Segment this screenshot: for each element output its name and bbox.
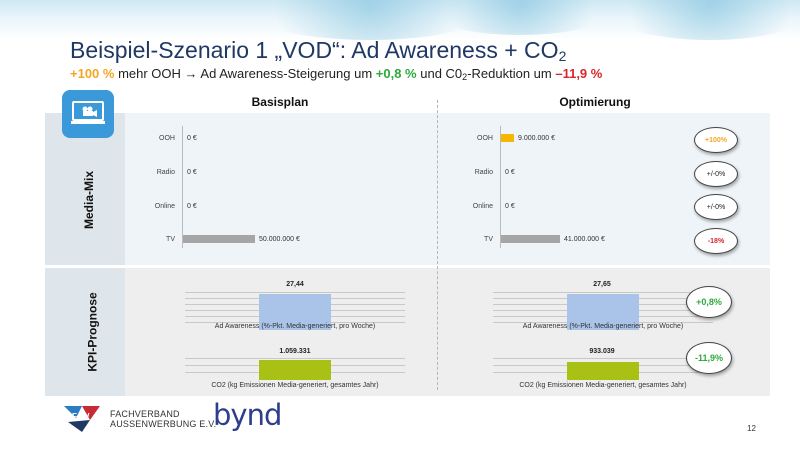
basis-aa-bar bbox=[259, 294, 331, 330]
opt-ooh-bar bbox=[501, 134, 514, 142]
opt-co2-value: 933.039 bbox=[589, 348, 615, 355]
radio-change-badge: +/-0% bbox=[694, 161, 738, 187]
faw-name: FACHVERBAND AUSSENWERBUNG E.V. bbox=[110, 409, 217, 429]
opt-co2-caption: CO2 (kg Emissionen Media-generiert, gesa… bbox=[519, 382, 687, 389]
cloud-decoration bbox=[600, 0, 800, 40]
channel-label: Online bbox=[472, 203, 493, 210]
column-optimierung: Optimierung bbox=[559, 95, 631, 109]
opt-ooh-value: 9.000.000 € bbox=[518, 135, 555, 142]
opt-aa-value: 27,65 bbox=[593, 281, 611, 288]
basis-tv-value: 50.000.000 € bbox=[259, 236, 300, 243]
opt-co2-bar bbox=[567, 362, 639, 380]
column-basisplan: Basisplan bbox=[251, 95, 309, 109]
page-number: 12 bbox=[747, 424, 756, 433]
opt-radio-value: 0 € bbox=[505, 169, 515, 176]
video-screen-icon bbox=[62, 90, 114, 138]
basis-aa-value: 27,44 bbox=[286, 281, 304, 288]
opt-axis bbox=[500, 126, 501, 248]
tv-change-badge: -18% bbox=[694, 228, 738, 254]
faw-logo: FAW bbox=[60, 402, 200, 436]
svg-text:FAW: FAW bbox=[72, 412, 90, 421]
sky-banner bbox=[0, 0, 800, 40]
basis-tv-bar bbox=[183, 235, 255, 243]
opt-tv-bar bbox=[501, 235, 560, 243]
media-mix-side bbox=[45, 113, 125, 265]
basis-aa-chart bbox=[185, 292, 405, 330]
kpi-label: KPI-Prognose bbox=[85, 292, 100, 372]
channel-label: TV bbox=[484, 236, 493, 243]
opt-tv-value: 41.000.000 € bbox=[564, 236, 605, 243]
basis-online-value: 0 € bbox=[187, 203, 197, 210]
kpi-band bbox=[45, 268, 770, 396]
channel-label: Radio bbox=[156, 169, 175, 176]
opt-co2-chart bbox=[493, 358, 713, 380]
opt-online-value: 0 € bbox=[505, 203, 515, 210]
opt-aa-chart bbox=[493, 292, 713, 330]
basis-axis bbox=[182, 126, 183, 248]
channel-label: OOH bbox=[159, 135, 175, 142]
column-divider bbox=[437, 100, 438, 390]
basis-co2-value: 1.059.331 bbox=[279, 348, 311, 355]
channel-label: OOH bbox=[477, 135, 493, 142]
opt-aa-bar bbox=[567, 294, 639, 330]
basis-co2-bar bbox=[259, 360, 331, 380]
kpi-side bbox=[45, 268, 125, 396]
faw-mark-icon: FAW bbox=[64, 406, 100, 432]
basis-co2-caption: CO2 (kg Emissionen Media-generiert, gesa… bbox=[211, 382, 379, 389]
channel-label: Radio bbox=[474, 169, 493, 176]
ooh-change-badge: +100% bbox=[694, 127, 738, 153]
media-mix-band bbox=[45, 113, 770, 265]
basis-aa-caption: Ad Awareness (%-Pkt. Media-generiert, pr… bbox=[214, 323, 376, 330]
slide-title: Beispiel-Szenario 1 „VOD“: Ad Awareness … bbox=[70, 37, 567, 64]
channel-label: TV bbox=[166, 236, 175, 243]
bynd-logo: bynd bbox=[213, 398, 282, 432]
channel-label: Online bbox=[154, 203, 175, 210]
basis-co2-chart bbox=[185, 358, 405, 380]
opt-aa-caption: Ad Awareness (%-Pkt. Media-generiert, pr… bbox=[522, 323, 684, 330]
slide-subtitle: +100 % mehr OOH → Ad Awareness-Steigerun… bbox=[70, 66, 603, 82]
aa-change-badge: +0,8% bbox=[686, 286, 732, 318]
co2-change-badge: -11,9% bbox=[686, 342, 732, 374]
basis-ooh-value: 0 € bbox=[187, 135, 197, 142]
online-change-badge: +/-0% bbox=[694, 194, 738, 220]
basis-radio-value: 0 € bbox=[187, 169, 197, 176]
media-mix-label: Media-Mix bbox=[82, 170, 97, 230]
